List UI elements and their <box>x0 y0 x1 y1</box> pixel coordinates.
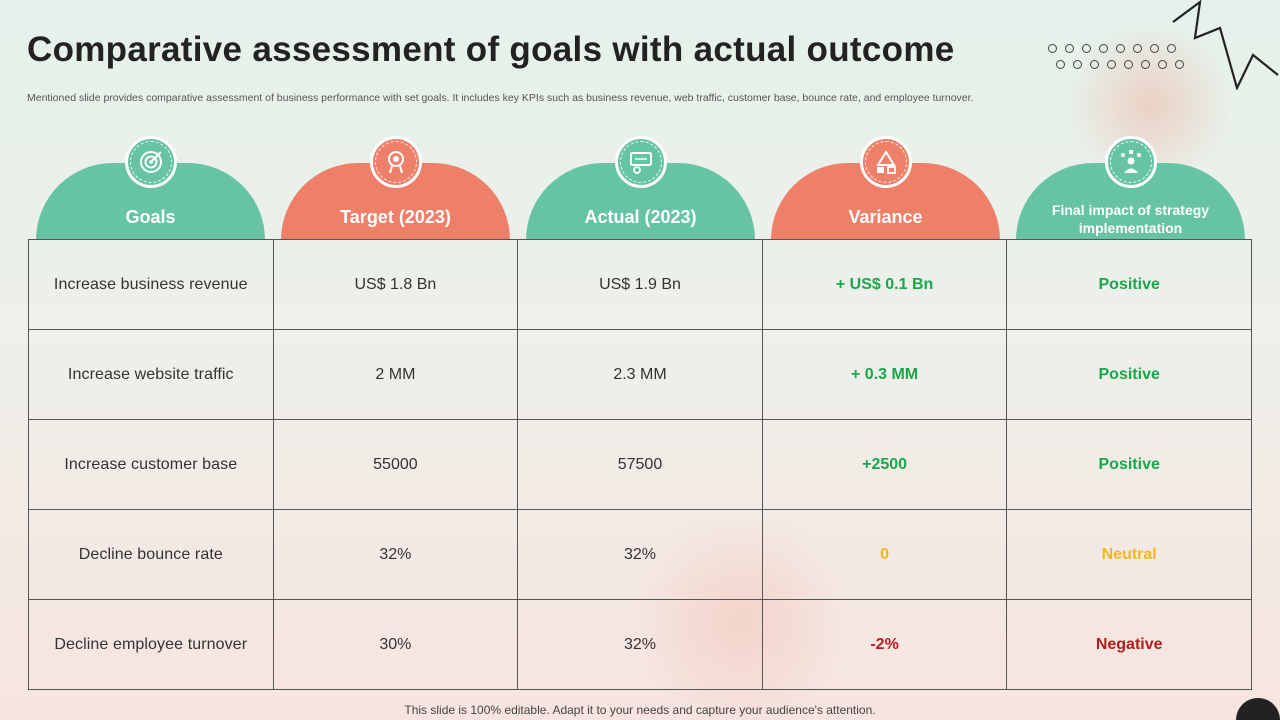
footer-note: This slide is 100% editable. Adapt it to… <box>404 703 876 717</box>
table-row: Increase customer base 55000 57500 +2500… <box>28 419 1252 510</box>
header-label: Goals <box>125 207 176 227</box>
variance-cell: +2500 <box>761 419 1008 510</box>
decorative-circle <box>1236 698 1280 720</box>
header-label: Final impact of strategy implementation <box>1051 202 1210 236</box>
header-target: Target (2023) <box>273 130 518 240</box>
variance-cell: 0 <box>761 509 1008 600</box>
actual-cell: 32% <box>517 599 763 690</box>
goal-cell: Increase website traffic <box>28 329 274 420</box>
header-dome: Target (2023) <box>281 163 510 240</box>
target-icon <box>125 136 177 188</box>
header-label: Target (2023) <box>340 207 451 227</box>
header-label: Variance <box>848 207 923 227</box>
shapes-icon <box>860 136 912 188</box>
table-row: Decline employee turnover 30% 32% -2% Ne… <box>28 599 1252 690</box>
impact-cell: Positive <box>1006 239 1252 330</box>
goal-cell: Decline bounce rate <box>28 509 274 600</box>
page-title: Comparative assessment of goals with act… <box>27 30 955 69</box>
actual-board-icon <box>615 136 667 188</box>
decorative-dots <box>1048 44 1188 69</box>
impact-cell: Positive <box>1006 329 1252 420</box>
actual-cell: 2.3 MM <box>517 329 763 420</box>
table-row: Decline bounce rate 32% 32% 0 Neutral <box>28 509 1252 600</box>
header-actual: Actual (2023) <box>518 130 763 240</box>
goal-cell: Increase customer base <box>28 419 274 510</box>
impact-cell: Positive <box>1006 419 1252 510</box>
table-row: Increase website traffic 2 MM 2.3 MM + 0… <box>28 329 1252 420</box>
page-subtitle: Mentioned slide provides comparative ass… <box>27 92 974 104</box>
variance-cell: + US$ 0.1 Bn <box>761 239 1008 330</box>
actual-cell: 32% <box>517 509 763 600</box>
target-cell: US$ 1.8 Bn <box>272 239 519 330</box>
target-cell: 2 MM <box>272 329 519 420</box>
header-goals: Goals <box>28 130 273 240</box>
goal-brain-icon <box>370 136 422 188</box>
table-row: Increase business revenue US$ 1.8 Bn US$… <box>28 239 1252 330</box>
goal-cell: Increase business revenue <box>28 239 274 330</box>
actual-cell: US$ 1.9 Bn <box>517 239 763 330</box>
variance-cell: + 0.3 MM <box>761 329 1008 420</box>
zigzag-decoration-icon <box>1172 0 1279 90</box>
header-impact: Final impact of strategy implementation <box>1008 130 1253 240</box>
impact-cell: Negative <box>1006 599 1252 690</box>
header-label: Actual (2023) <box>584 207 697 227</box>
strategy-person-icon <box>1105 136 1157 188</box>
impact-cell: Neutral <box>1006 509 1252 600</box>
target-cell: 32% <box>272 509 519 600</box>
actual-cell: 57500 <box>517 419 763 510</box>
variance-cell: -2% <box>761 599 1008 690</box>
comparison-table: Increase business revenue US$ 1.8 Bn US$… <box>28 239 1252 690</box>
column-headers: Goals Target (2023) <box>28 130 1252 240</box>
target-cell: 30% <box>272 599 519 690</box>
target-cell: 55000 <box>272 419 519 510</box>
goal-cell: Decline employee turnover <box>28 599 274 690</box>
header-variance: Variance <box>763 130 1008 240</box>
